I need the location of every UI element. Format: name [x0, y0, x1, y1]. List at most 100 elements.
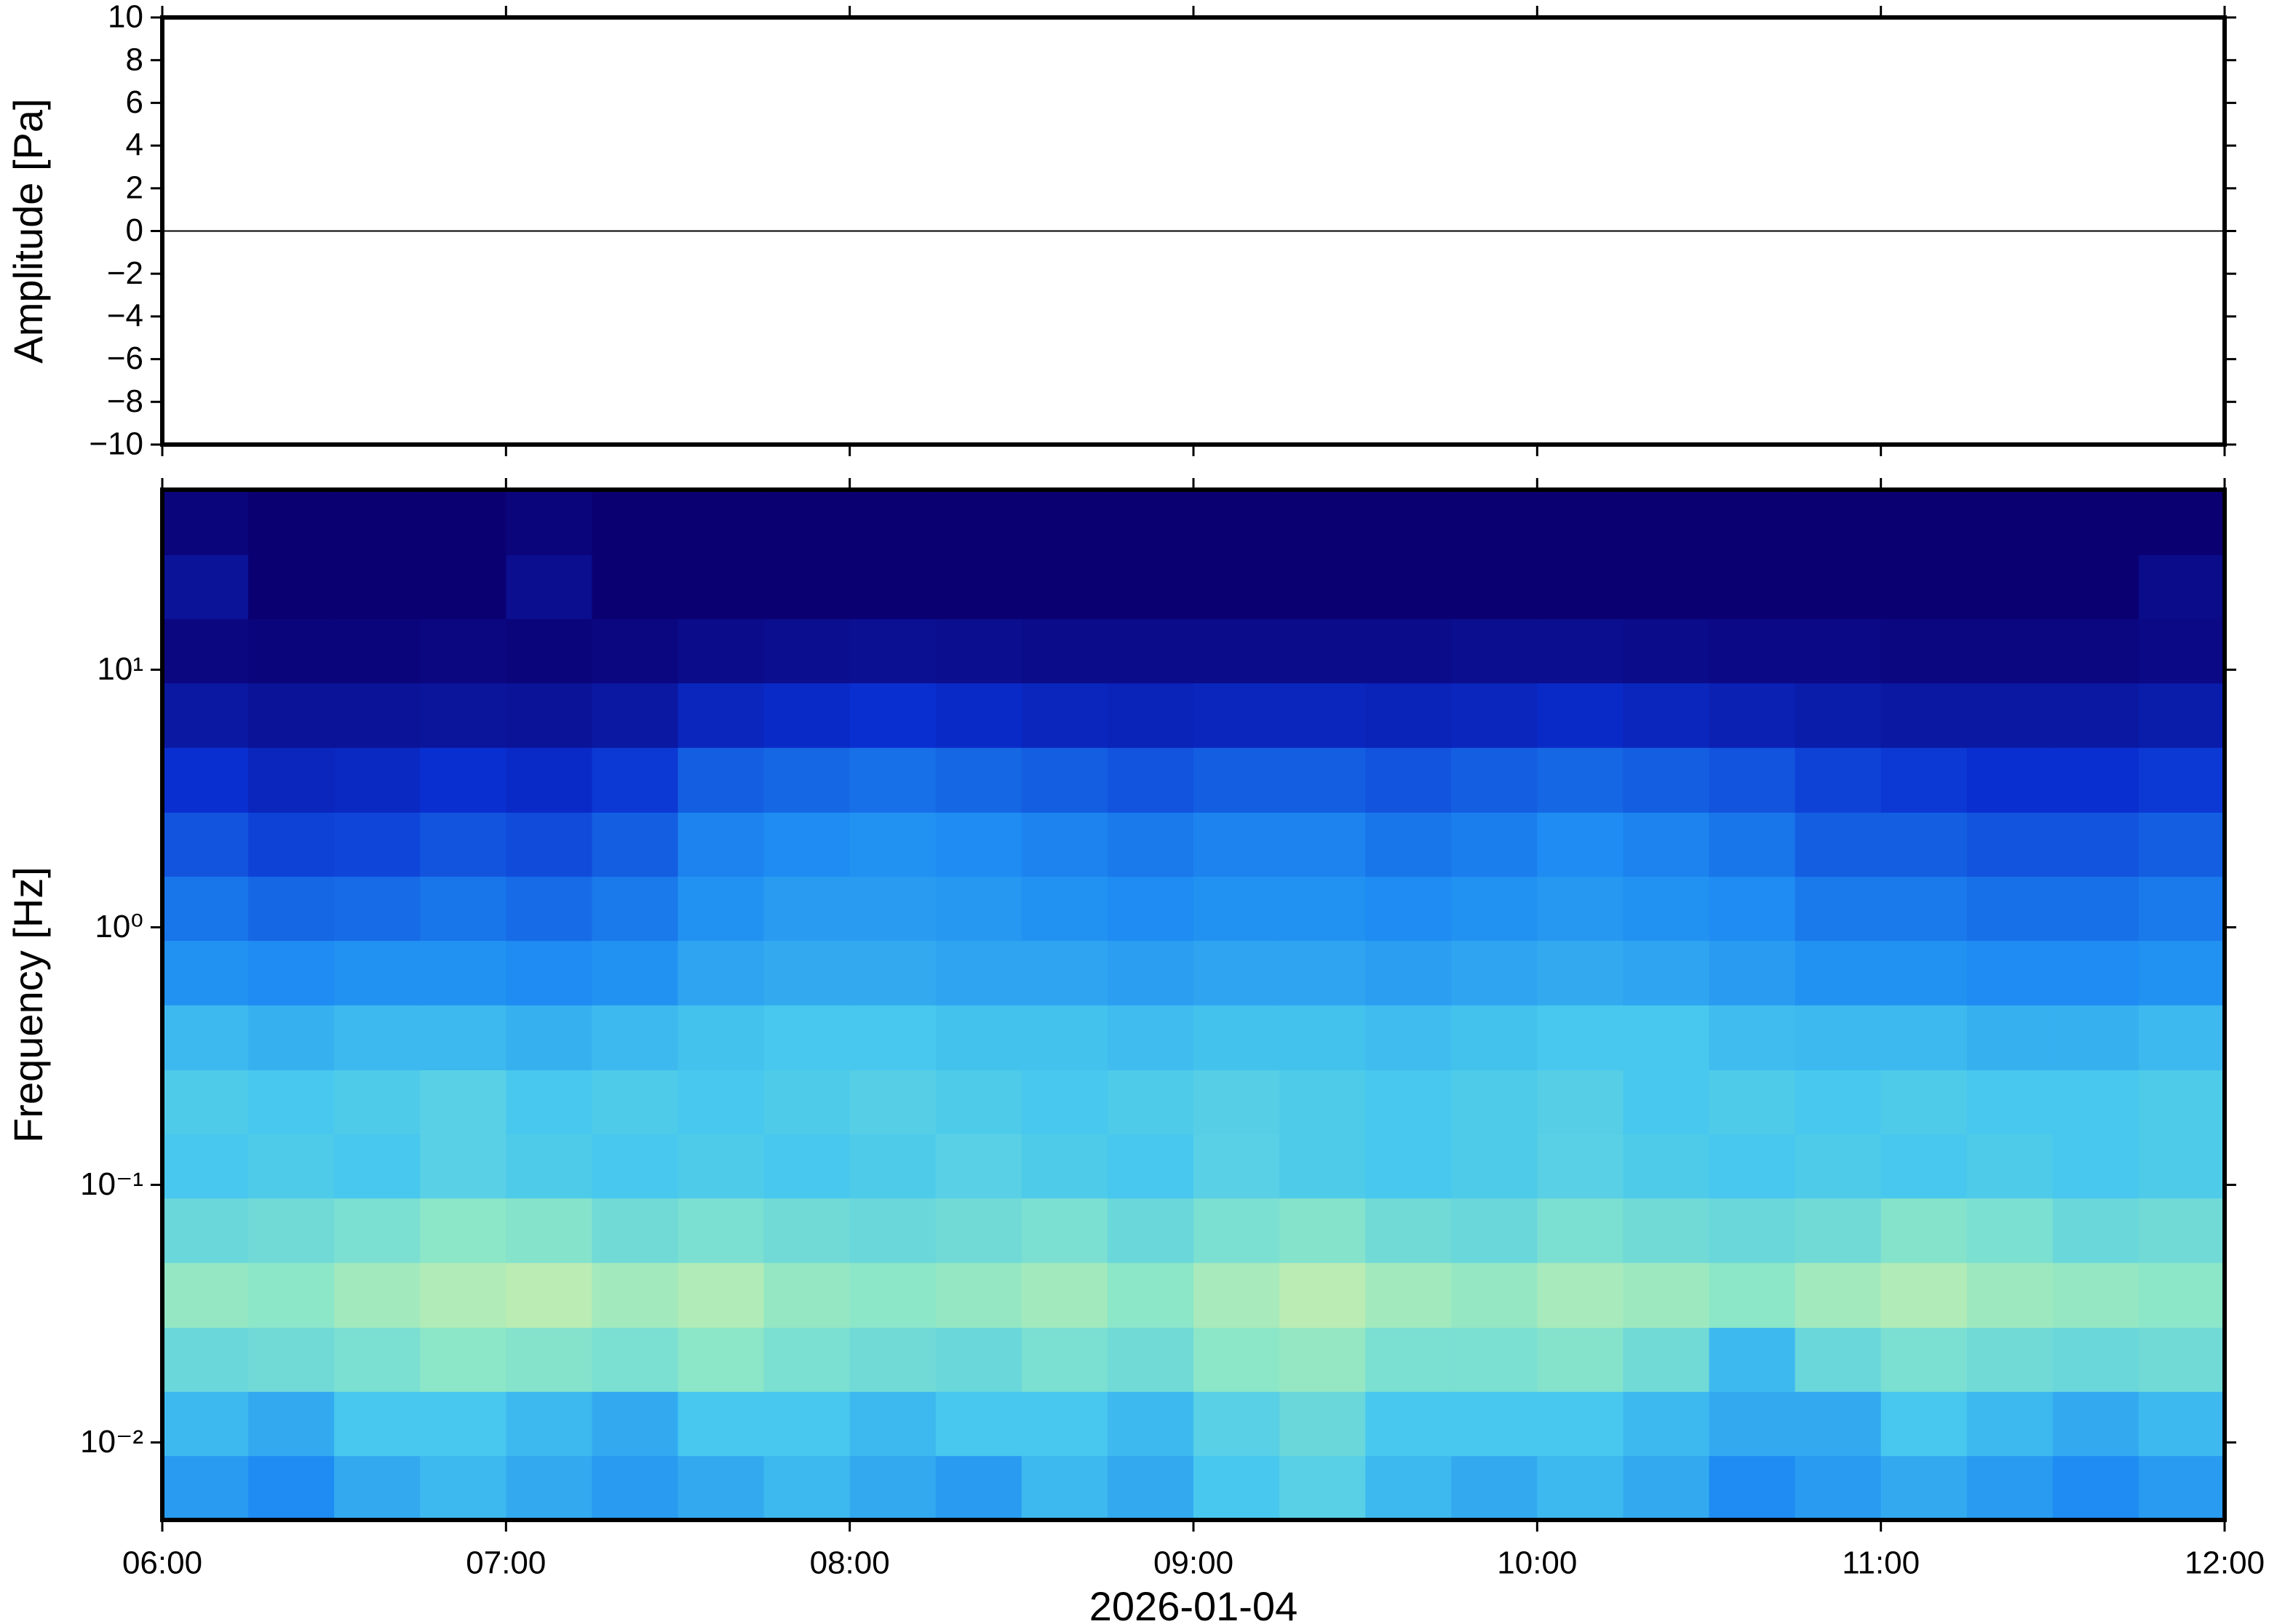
spectrogram-cell: [334, 490, 421, 555]
spectrogram-cell: [1365, 812, 1453, 877]
spectrogram-cell: [1623, 682, 1710, 748]
spectrogram-cell: [1709, 1262, 1796, 1328]
spectrogram-cell: [506, 554, 593, 619]
x-tick-label: 07:00: [466, 1545, 546, 1581]
spectrogram-cell: [1451, 554, 1538, 619]
spectrogram-cell: [1451, 876, 1538, 942]
spectrogram-cell: [1966, 747, 2054, 813]
spectrogram-cell: [420, 554, 507, 619]
spectrogram-cell: [2052, 682, 2139, 748]
spectrogram-cell: [1966, 1455, 2054, 1521]
spectrogram-cell: [1107, 1134, 1194, 1199]
spectrogram-cell: [2138, 1262, 2225, 1328]
spectrogram-cell: [1966, 1134, 2054, 1199]
spectrogram-cell: [1880, 490, 1968, 555]
spectrogram-cell: [1795, 1134, 1882, 1199]
spectrogram-cell: [1279, 1005, 1366, 1070]
spectrogram-cell: [1537, 1070, 1624, 1134]
spectrogram-cell: [248, 1391, 335, 1457]
spectrogram-cell: [1795, 1455, 1882, 1521]
spectrogram-cell: [1451, 1198, 1538, 1263]
spectrogram-cell: [1451, 1070, 1538, 1134]
spectrogram-cell: [162, 1070, 249, 1134]
spectrogram-cell: [1623, 876, 1710, 942]
spectrogram-cell: [592, 876, 679, 942]
spectrogram-cell: [334, 682, 421, 748]
spectrogram-cell: [2052, 1455, 2139, 1521]
spectrogram-cell: [506, 876, 593, 942]
spectrogram-cell: [334, 940, 421, 1006]
spectrogram-cell: [1880, 1134, 1968, 1199]
spectrogram-cell: [1107, 1327, 1194, 1392]
spectrogram-cell: [763, 490, 851, 555]
spectrogram-cell: [1107, 876, 1194, 942]
spectrogram-cell: [1966, 554, 2054, 619]
spectrogram-cell: [592, 1391, 679, 1457]
x-tick-label: 11:00: [1842, 1545, 1920, 1581]
spectrogram-cell: [763, 1005, 851, 1070]
spectrogram-cell: [935, 1262, 1022, 1328]
spectrogram-cell: [1623, 1327, 1710, 1392]
spectrogram-cell: [1880, 1005, 1968, 1070]
spectrogram-cell: [2052, 1198, 2139, 1263]
spectrogram-cell: [506, 1198, 593, 1263]
spectrogram-cell: [1193, 1391, 1280, 1457]
spectrogram-cell: [592, 940, 679, 1006]
spectrogram-cell: [1193, 490, 1280, 555]
spectrogram-cell: [849, 1327, 937, 1392]
spectrogram-cell: [162, 940, 249, 1006]
spectrogram-cell: [1107, 490, 1194, 555]
spectrogram-cell: [1623, 747, 1710, 813]
spectrogram-cell: [2052, 1262, 2139, 1328]
spectrogram-cell: [763, 876, 851, 942]
spectrogram-cell: [2138, 1005, 2225, 1070]
spectrogram-cell: [420, 747, 507, 813]
spectrogram-cell: [1021, 1327, 1108, 1392]
spectrogram-cell: [677, 490, 765, 555]
spectrogram-cell: [1966, 1391, 2054, 1457]
spectrogram-cell: [1880, 1198, 1968, 1263]
spectrogram-cell: [849, 490, 937, 555]
spectrogram-cell: [1107, 812, 1194, 877]
spectrogram-cell: [1709, 1005, 1796, 1070]
spectrogram-cell: [677, 1455, 765, 1521]
spectrogram-cell: [1966, 812, 2054, 877]
spectrogram-cell: [1193, 747, 1280, 813]
spectrogram-cell: [763, 1198, 851, 1263]
spectrogram-cell: [506, 618, 593, 684]
spectrogram-cell: [334, 747, 421, 813]
spectrogram-cell: [677, 1134, 765, 1199]
spectrogram-cell: [2052, 1005, 2139, 1070]
spectrogram-cell: [162, 1262, 249, 1328]
spectrogram-cell: [1021, 1262, 1108, 1328]
spectrogram-cell: [763, 940, 851, 1006]
spectrogram-cell: [1451, 812, 1538, 877]
spectrogram-cell: [1709, 682, 1796, 748]
spectrogram-cell: [420, 490, 507, 555]
spectrogram-cell: [1021, 876, 1108, 942]
spectrogram-cell: [1880, 1455, 1968, 1521]
spectrogram-cell: [763, 1327, 851, 1392]
spectrogram-cell: [1537, 1391, 1624, 1457]
spectrogram-cell: [592, 747, 679, 813]
spectrogram-cell: [334, 1327, 421, 1392]
spectrogram-cell: [248, 554, 335, 619]
spectrogram-cell: [1365, 1005, 1453, 1070]
spectrogram-cell: [334, 554, 421, 619]
spectrogram-cell: [2138, 812, 2225, 877]
spectrogram-cell: [162, 618, 249, 684]
spectrogram-cell: [935, 1391, 1022, 1457]
spectrogram-cell: [1537, 618, 1624, 684]
spectrogram-cell: [1021, 1198, 1108, 1263]
spectrogram-cell: [1537, 682, 1624, 748]
spectrogram-cell: [763, 747, 851, 813]
spectrogram-cell: [1021, 1070, 1108, 1134]
spectrogram-cell: [420, 1005, 507, 1070]
spectrogram-cell: [849, 1391, 937, 1457]
spectrogram-cell: [1966, 618, 2054, 684]
spectrogram-cell: [2052, 618, 2139, 684]
spectrogram-cell: [1451, 618, 1538, 684]
spectrogram-cell: [1451, 682, 1538, 748]
spectrogram-cell: [1021, 490, 1108, 555]
